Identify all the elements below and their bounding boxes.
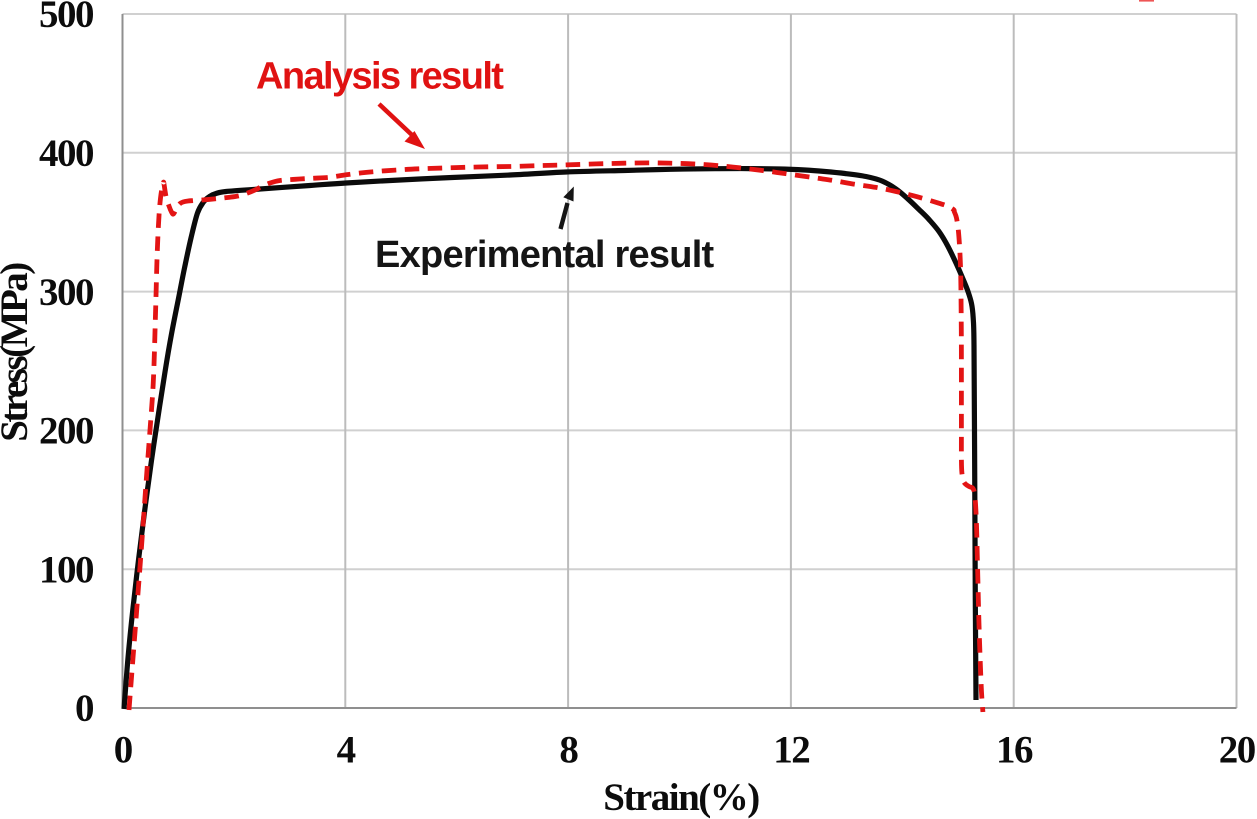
svg-text:4: 4 <box>337 729 356 772</box>
svg-text:8: 8 <box>559 729 578 772</box>
svg-text:16: 16 <box>996 729 1033 772</box>
svg-text:20: 20 <box>1219 729 1256 772</box>
svg-text:Strain(%): Strain(%) <box>603 776 759 819</box>
svg-text:400: 400 <box>39 132 94 175</box>
svg-text:Analysis result: Analysis result <box>256 56 504 98</box>
svg-text:0: 0 <box>114 729 133 772</box>
svg-text:12: 12 <box>773 729 809 772</box>
svg-text:0: 0 <box>75 687 94 730</box>
svg-text:100: 100 <box>39 548 94 591</box>
svg-text:Experimental result: Experimental result <box>375 234 715 276</box>
svg-text:200: 200 <box>39 410 94 453</box>
svg-text:500: 500 <box>39 0 94 36</box>
svg-text:Stress(MPa): Stress(MPa) <box>0 263 36 442</box>
svg-text:300: 300 <box>39 271 94 314</box>
